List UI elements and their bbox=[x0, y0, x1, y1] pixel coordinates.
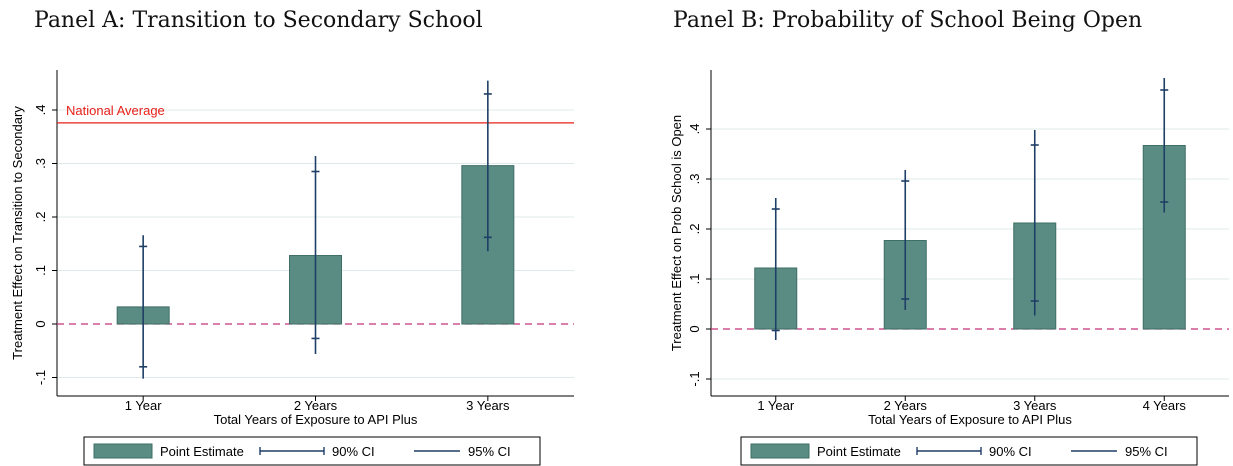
x-axis-label: Total Years of Exposure to API Plus bbox=[868, 412, 1072, 427]
y-tick-label: -.1 bbox=[33, 370, 48, 385]
x-tick-label: 3 Years bbox=[1013, 398, 1057, 413]
x-tick-label: 1 Year bbox=[125, 398, 163, 413]
x-tick-label: 3 Years bbox=[466, 398, 510, 413]
y-tick-label: .1 bbox=[33, 265, 48, 276]
y-axis-label: Treatment Effect on Prob School is Open bbox=[669, 115, 684, 351]
x-axis-label: Total Years of Exposure to API Plus bbox=[214, 412, 418, 427]
national-average-label: National Average bbox=[66, 103, 165, 118]
y-tick-label: .2 bbox=[33, 212, 48, 223]
y-axis-label: Treatment Effect on Transition to Second… bbox=[10, 106, 25, 360]
x-tick-label: 4 Years bbox=[1143, 398, 1187, 413]
y-tick-label: .3 bbox=[687, 174, 702, 185]
y-tick-label: 0 bbox=[687, 325, 702, 332]
y-tick-label: -.1 bbox=[687, 371, 702, 386]
x-tick-label: 2 Years bbox=[294, 398, 338, 413]
legend: Point Estimate 90% CI 95% CI bbox=[740, 436, 1198, 466]
legend-swatch-point-estimate bbox=[93, 443, 153, 459]
y-tick-label: .4 bbox=[33, 105, 48, 116]
y-tick-label: .4 bbox=[687, 124, 702, 135]
panel-b-title: Panel B: Probability of School Being Ope… bbox=[673, 8, 1143, 33]
legend-swatch-point-estimate bbox=[750, 443, 810, 459]
legend-label-point-estimate: Point Estimate bbox=[817, 444, 901, 459]
x-tick-label: 1 Year bbox=[757, 398, 795, 413]
panel-a-plot: -.1 0 .1 .2 .3 .4 Treatment Effect on Transiti… bbox=[10, 70, 574, 466]
panel-a-title: Panel A: Transition to Secondary School bbox=[34, 8, 483, 33]
y-tick-label: .1 bbox=[687, 274, 702, 285]
x-tick-label: 2 Years bbox=[884, 398, 928, 413]
y-tick-label: .2 bbox=[687, 224, 702, 235]
legend-label-ci90: 90% CI bbox=[332, 444, 375, 459]
legend-label-ci90: 90% CI bbox=[989, 444, 1032, 459]
y-tick-label: 0 bbox=[33, 320, 48, 327]
y-tick-label: .3 bbox=[33, 158, 48, 169]
legend-label-point-estimate: Point Estimate bbox=[160, 444, 244, 459]
legend-label-ci95: 95% CI bbox=[468, 444, 511, 459]
legend-label-ci95: 95% CI bbox=[1125, 444, 1168, 459]
legend: Point Estimate 90% CI 95% CI bbox=[83, 436, 541, 466]
